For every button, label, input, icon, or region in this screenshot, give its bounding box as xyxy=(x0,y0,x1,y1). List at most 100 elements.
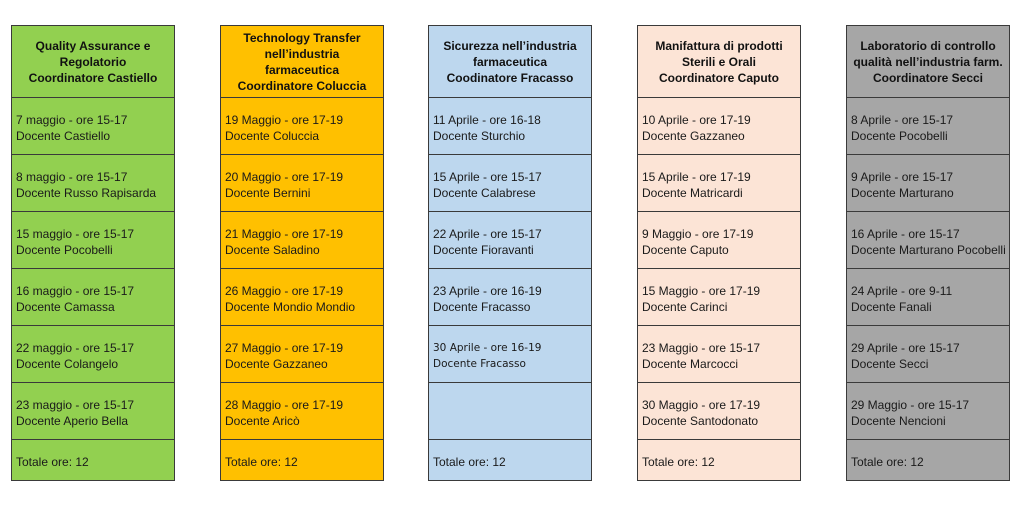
lesson-teacher: Docente Camassa xyxy=(16,300,115,314)
lesson-teacher: Docente Calabrese xyxy=(433,186,536,200)
lesson-date-time: 15 Aprile - ore 15-17 xyxy=(433,170,542,184)
column-title-line: nell’industria farmaceutica xyxy=(264,46,340,77)
column-header: Manifattura di prodotti Sterili e Orali Co… xyxy=(638,26,800,98)
lesson-cell: 8 maggio - ore 15-17 Docente Russo Rapisa… xyxy=(12,155,174,212)
lesson-cell: 28 Maggio - ore 17-19 Docente Aricò xyxy=(221,383,383,440)
lesson-cell: 19 Maggio - ore 17-19 Docente Coluccia xyxy=(221,98,383,155)
column-title-line: Coordinatore Castiello xyxy=(28,70,158,85)
column-header: Technology Transfer nell’industria farmac… xyxy=(221,26,383,98)
lesson-cell: 23 Aprile - ore 16-19 Docente Fracasso xyxy=(429,269,591,326)
lesson-cell: 15 Aprile - ore 15-17 Docente Calabrese xyxy=(429,155,591,212)
column-title-line: Manifattura di prodotti xyxy=(655,38,783,53)
lesson-teacher: Docente Carinci xyxy=(642,300,728,314)
lesson-date-time: 8 Aprile - ore 15-17 xyxy=(851,113,954,127)
lesson-date-time: 9 Aprile - ore 15-17 xyxy=(851,170,954,184)
lesson-date-time: 15 maggio - ore 15-17 xyxy=(16,227,135,241)
course-column-quality-assurance: Quality Assurance e Regolatorio Coordinato… xyxy=(11,25,175,481)
lesson-cell: 24 Aprile - ore 9-11 Docente Fanali xyxy=(847,269,1009,326)
lesson-teacher: Docente Aperio Bella xyxy=(16,414,129,428)
total-hours: Totale ore: 12 xyxy=(16,455,89,469)
lesson-date-time: 23 maggio - ore 15-17 xyxy=(16,398,135,412)
lesson-teacher: Docente Fracasso xyxy=(433,358,526,370)
column-title-line: Coordinatore Coluccia xyxy=(237,78,367,93)
total-hours: Totale ore: 12 xyxy=(851,455,924,469)
lesson-cell: 7 maggio - ore 15-17 Docente Castiello xyxy=(12,98,174,155)
lesson-cell: 9 Aprile - ore 15-17 Docente Marturano xyxy=(847,155,1009,212)
lesson-cell: 30 Maggio - ore 17-19 Docente Santodonato xyxy=(638,383,800,440)
lesson-date-time: 10 Aprile - ore 17-19 xyxy=(642,113,751,127)
lesson-date-time: 16 Aprile - ore 15-17 xyxy=(851,227,960,241)
lesson-cell: 8 Aprile - ore 15-17 Docente Pocobelli xyxy=(847,98,1009,155)
lesson-cell: 29 Aprile - ore 15-17 Docente Secci xyxy=(847,326,1009,383)
total-hours: Totale ore: 12 xyxy=(642,455,715,469)
column-title-line: Coordinatore Secci xyxy=(872,70,984,85)
lesson-cell: 15 Aprile - ore 17-19 Docente Matricardi xyxy=(638,155,800,212)
lesson-teacher: Docente Fioravanti xyxy=(433,243,534,257)
lesson-teacher: Docente Colangelo xyxy=(16,357,119,371)
lesson-date-time: 26 Maggio - ore 17-19 xyxy=(225,284,344,298)
lesson-cell: 27 Maggio - ore 17-19 Docente Gazzaneo xyxy=(221,326,383,383)
lesson-date-time: 23 Aprile - ore 16-19 xyxy=(433,284,542,298)
lesson-date-time: 11 Aprile - ore 16-18 xyxy=(433,113,541,127)
lesson-teacher: Docente Fracasso xyxy=(433,300,531,314)
lesson-teacher: Docente Gazzaneo xyxy=(642,129,745,143)
lesson-date-time: 27 Maggio - ore 17-19 xyxy=(225,341,344,355)
lesson-cell: 11 Aprile - ore 16-18 Docente Sturchio xyxy=(429,98,591,155)
lesson-cell: 16 Aprile - ore 15-17 Docente Marturano P… xyxy=(847,212,1009,269)
lesson-teacher: Docente Saladino xyxy=(225,243,320,257)
lesson-date-time: 7 maggio - ore 15-17 xyxy=(16,113,128,127)
lesson-cell: 23 maggio - ore 15-17 Docente Aperio Bell… xyxy=(12,383,174,440)
lesson-cell: 22 maggio - ore 15-17 Docente Colangelo xyxy=(12,326,174,383)
lesson-date-time: 15 Maggio - ore 17-19 xyxy=(642,284,761,298)
lesson-date-time: 30 Aprile - ore 16-19 xyxy=(433,342,542,354)
lesson-date-time: 19 Maggio - ore 17-19 xyxy=(225,113,344,127)
lesson-teacher: Docente Coluccia xyxy=(225,129,320,143)
lesson-teacher: Docente Castiello xyxy=(16,129,111,143)
lesson-date-time: 24 Aprile - ore 9-11 xyxy=(851,284,953,298)
lesson-teacher: Docente Fanali xyxy=(851,300,932,314)
column-title-line: Regolatorio xyxy=(59,54,127,69)
lesson-date-time: 22 Aprile - ore 15-17 xyxy=(433,227,542,241)
total-hours: Totale ore: 12 xyxy=(433,455,506,469)
column-header: Quality Assurance e Regolatorio Coordinato… xyxy=(12,26,174,98)
lesson-date-time: 29 Maggio - ore 15-17 xyxy=(851,398,970,412)
course-column-sicurezza: Sicurezza nell’industria farmaceutica Cood… xyxy=(428,25,592,481)
course-column-laboratorio: Laboratorio di controllo qualità nell’ind… xyxy=(846,25,1010,481)
lesson-date-time: 16 maggio - ore 15-17 xyxy=(16,284,135,298)
lesson-teacher: Docente Marturano Pocobelli xyxy=(851,243,1006,257)
lesson-cell: 29 Maggio - ore 15-17 Docente Nencioni xyxy=(847,383,1009,440)
lesson-teacher: Docente Sturchio xyxy=(433,129,526,143)
lesson-date-time: 8 maggio - ore 15-17 xyxy=(16,170,128,184)
lesson-date-time: 29 Aprile - ore 15-17 xyxy=(851,341,960,355)
column-title-line: Coodinatore Fracasso xyxy=(446,70,574,85)
lesson-teacher: Docente Aricò xyxy=(225,414,300,428)
lesson-cell: 15 maggio - ore 15-17 Docente Pocobelli xyxy=(12,212,174,269)
column-header: Laboratorio di controllo qualità nell’ind… xyxy=(847,26,1009,98)
column-title-line: Coordinatore Caputo xyxy=(658,70,779,85)
lesson-cell: 10 Aprile - ore 17-19 Docente Gazzaneo xyxy=(638,98,800,155)
lesson-teacher: Docente Nencioni xyxy=(851,414,946,428)
lesson-cell: 21 Maggio - ore 17-19 Docente Saladino xyxy=(221,212,383,269)
lesson-teacher: Docente Matricardi xyxy=(642,186,743,200)
lesson-teacher: Docente Pocobelli xyxy=(851,129,948,143)
course-column-manifattura: Manifattura di prodotti Sterili e Orali Co… xyxy=(637,25,801,481)
lesson-cell: 26 Maggio - ore 17-19 Docente Mondio Mond… xyxy=(221,269,383,326)
lesson-teacher: Docente Gazzaneo xyxy=(225,357,328,371)
lesson-cell xyxy=(429,383,591,440)
lesson-teacher: Docente Mondio Mondio xyxy=(225,300,356,314)
column-title-line: Sterili e Orali xyxy=(681,54,757,69)
lesson-cell: 15 Maggio - ore 17-19 Docente Carinci xyxy=(638,269,800,326)
lesson-date-time: 30 Maggio - ore 17-19 xyxy=(642,398,761,412)
column-title-line: farmaceutica xyxy=(472,54,548,69)
lesson-cell: 22 Aprile - ore 15-17 Docente Fioravanti xyxy=(429,212,591,269)
column-title-line: Laboratorio di controllo xyxy=(860,38,996,53)
lesson-cell: 20 Maggio - ore 17-19 Docente Bernini xyxy=(221,155,383,212)
lesson-cell: 16 maggio - ore 15-17 Docente Camassa xyxy=(12,269,174,326)
lesson-cell: 30 Aprile - ore 16-19 Docente Fracasso xyxy=(429,326,591,383)
lesson-teacher: Docente Caputo xyxy=(642,243,729,257)
lesson-teacher: Docente Secci xyxy=(851,357,929,371)
lesson-cell: 9 Maggio - ore 17-19 Docente Caputo xyxy=(638,212,800,269)
lesson-teacher: Docente Pocobelli xyxy=(16,243,113,257)
total-hours: Totale ore: 12 xyxy=(225,455,298,469)
lesson-date-time: 23 Maggio - ore 15-17 xyxy=(642,341,761,355)
